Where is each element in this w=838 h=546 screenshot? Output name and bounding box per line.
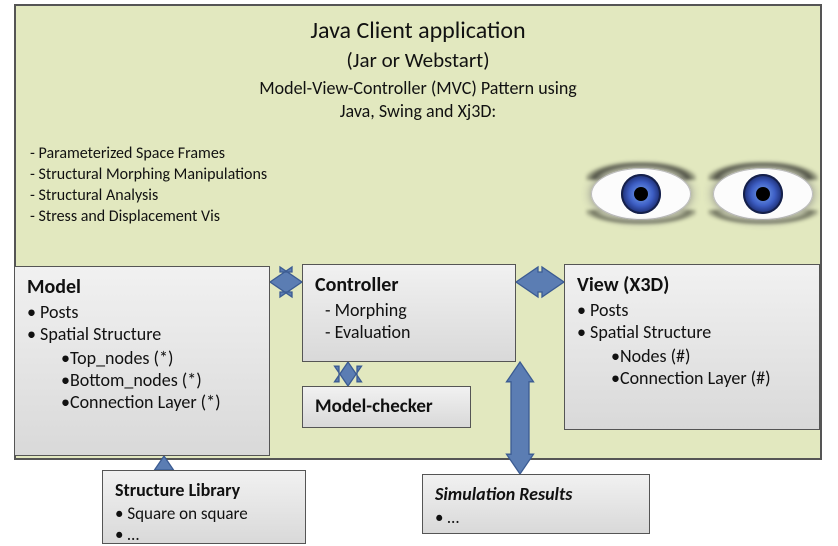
view-box: View (X3D) Posts Spatial Structure Nodes…	[564, 264, 820, 430]
structlib-item: Square on square	[115, 503, 293, 524]
view-subitem: Connection Layer (#)	[611, 367, 807, 389]
header-line3: Model-View-Controller (MVC) Pattern usin…	[16, 77, 820, 99]
controller-box: Controller Morphing Evaluation	[302, 264, 516, 362]
structlib-box: Structure Library Square on square …	[102, 470, 306, 544]
controller-item: Evaluation	[325, 321, 503, 343]
controller-item: Morphing	[325, 299, 503, 321]
structlib-item: …	[115, 524, 293, 545]
capability-item: - Stress and Displacement Vis	[30, 207, 267, 226]
eyes-graphic	[574, 142, 830, 246]
capabilities-list: - Parameterized Space Frames - Structura…	[30, 144, 267, 228]
view-item: Posts	[577, 299, 807, 321]
modelchecker-title: Model-checker	[315, 395, 458, 418]
header-subtitle: (Jar or Webstart)	[16, 47, 820, 73]
eye-icon	[586, 158, 696, 230]
model-item: Spatial Structure	[27, 323, 257, 345]
model-title: Model	[27, 275, 257, 299]
model-item: Posts	[27, 301, 257, 323]
simres-item: …	[435, 507, 637, 528]
model-box: Model Posts Spatial Structure Top_nodes …	[14, 266, 270, 456]
structlib-title: Structure Library	[115, 479, 293, 501]
simres-box: Simulation Results …	[422, 474, 650, 534]
simres-title: Simulation Results	[435, 483, 637, 505]
view-title: View (X3D)	[577, 273, 807, 297]
capability-item: - Parameterized Space Frames	[30, 144, 267, 163]
controller-title: Controller	[315, 273, 503, 297]
header-title: Java Client application	[16, 16, 820, 45]
model-subitem: Connection Layer (*)	[61, 391, 257, 413]
modelchecker-box: Model-checker	[302, 386, 471, 428]
view-subitem: Nodes (#)	[611, 345, 807, 367]
capability-item: - Structural Morphing Manipulations	[30, 165, 267, 184]
header-line4: Java, Swing and Xj3D:	[16, 100, 820, 122]
model-subitem: Bottom_nodes (*)	[61, 369, 257, 391]
view-item: Spatial Structure	[577, 321, 807, 343]
capability-item: - Structural Analysis	[30, 186, 267, 205]
header: Java Client application (Jar or Webstart…	[16, 6, 820, 122]
diagram-canvas: Java Client application (Jar or Webstart…	[0, 0, 838, 546]
model-subitem: Top_nodes (*)	[61, 347, 257, 369]
eye-icon	[708, 158, 818, 230]
